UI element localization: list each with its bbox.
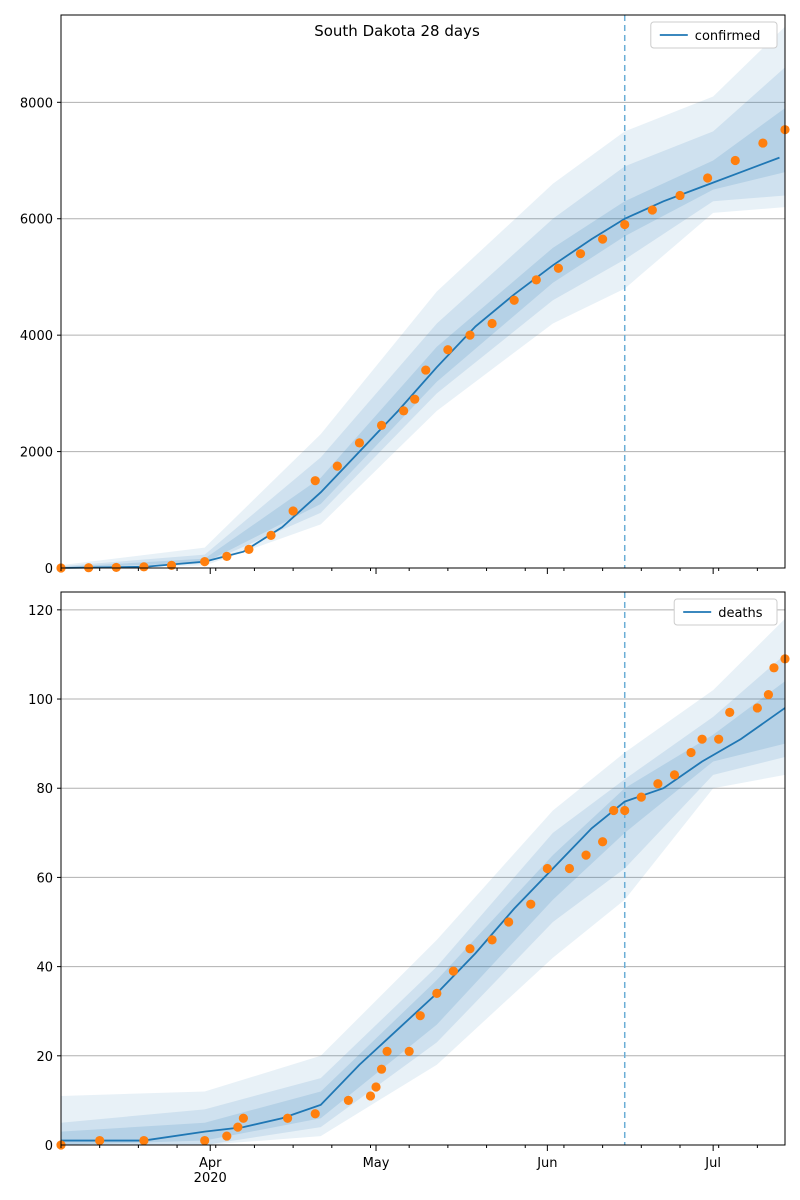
uncertainty-band-middle (61, 654, 785, 1145)
data-point (465, 330, 475, 340)
data-point (111, 562, 121, 573)
data-point (266, 530, 276, 541)
data-point (620, 805, 630, 816)
series-line-confirmed (60, 156, 780, 569)
data-point (487, 935, 497, 945)
y-tick-label: 8000 (20, 96, 53, 111)
axes-frame (60, 14, 786, 569)
y-tick-label: 100 (28, 693, 53, 708)
data-point (310, 1109, 320, 1119)
data-point (509, 295, 519, 305)
data-point (725, 707, 735, 718)
data-point (730, 155, 740, 166)
data-point (432, 988, 442, 998)
data-point (399, 406, 409, 416)
data-point (769, 663, 779, 673)
axes-frame (60, 591, 786, 1146)
data-point (282, 1113, 293, 1123)
data-point (410, 394, 420, 404)
data-point (714, 734, 724, 744)
x-tick-label: Apr (199, 1156, 222, 1171)
data-point (421, 365, 431, 375)
data-point (669, 770, 680, 780)
data-point (95, 1135, 105, 1146)
data-point (382, 1046, 392, 1056)
data-point (310, 476, 320, 486)
y-tick-label: 0 (45, 1139, 53, 1154)
uncertainty-band-inner (61, 108, 785, 568)
data-point (222, 1131, 232, 1141)
data-point (752, 703, 762, 713)
data-point (376, 420, 387, 430)
data-point (343, 1095, 353, 1106)
uncertainty-band-middle (61, 67, 785, 569)
x-tick-label: May (363, 1156, 390, 1171)
data-point (365, 1091, 376, 1101)
data-point (531, 275, 541, 285)
data-point (288, 506, 298, 516)
legend-box (673, 598, 778, 626)
data-point (620, 219, 630, 230)
y-tick-label: 40 (36, 961, 53, 976)
chart-title: South Dakota 28 days (314, 22, 480, 40)
data-point (332, 461, 342, 471)
legend-label: deaths (718, 606, 763, 621)
data-point (233, 1122, 243, 1132)
data-point (703, 173, 713, 183)
data-point (465, 944, 475, 954)
data-point (763, 689, 774, 700)
uncertainty-band-outer (61, 26, 785, 569)
data-point (200, 1135, 210, 1146)
data-point (598, 837, 608, 847)
data-point (609, 805, 619, 816)
y-tick-label: 4000 (20, 329, 53, 344)
data-point (200, 556, 210, 567)
data-point (448, 966, 458, 976)
data-point (647, 205, 657, 215)
y-tick-label: 2000 (20, 446, 53, 461)
legend-label: confirmed (695, 29, 761, 44)
data-point (504, 917, 514, 927)
data-point (376, 1064, 387, 1074)
y-tick-label: 0 (45, 562, 53, 577)
data-point (553, 263, 564, 273)
data-point (244, 544, 254, 554)
data-point (575, 249, 586, 259)
data-point (371, 1082, 381, 1092)
data-point (415, 1011, 425, 1021)
x-tick-label: 2020 (194, 1171, 227, 1186)
y-tick-label: 6000 (20, 213, 53, 228)
data-point (564, 863, 575, 874)
data-point (404, 1046, 414, 1056)
data-point (222, 551, 232, 561)
y-tick-label: 60 (36, 871, 53, 886)
legend-box (650, 21, 778, 49)
data-point (598, 234, 608, 244)
y-tick-label: 20 (36, 1050, 53, 1065)
data-point (443, 345, 453, 355)
data-point (238, 1113, 248, 1123)
data-point (139, 562, 149, 572)
x-tick-label: Jun (536, 1156, 557, 1171)
data-point (526, 899, 536, 909)
data-point (675, 190, 685, 201)
data-point (636, 792, 646, 802)
data-point (758, 138, 768, 148)
data-point (697, 734, 707, 744)
y-tick-label: 120 (28, 604, 53, 619)
x-tick-label: Jul (704, 1156, 721, 1171)
data-point (653, 779, 663, 789)
data-point (166, 560, 177, 570)
data-point (581, 850, 591, 860)
data-point (139, 1135, 149, 1146)
uncertainty-band-outer (61, 618, 785, 1145)
data-point (686, 747, 696, 758)
y-tick-label: 80 (36, 782, 53, 797)
data-point (354, 438, 365, 448)
data-point (542, 863, 552, 874)
data-point (487, 318, 497, 329)
panel-confirmed: 0 2000 4000 6000 8000 confirmed (20, 14, 790, 577)
